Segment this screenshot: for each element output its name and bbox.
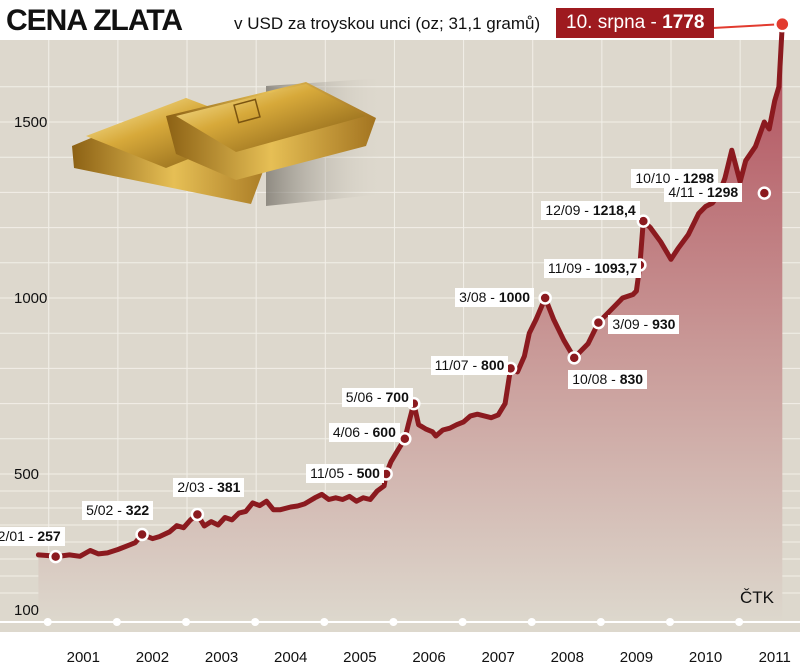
- source-credit: ČTK: [740, 588, 774, 607]
- annotation-marker: [774, 15, 791, 33]
- annotation-value: 1000: [498, 289, 531, 305]
- annotation-value: 257: [37, 527, 61, 544]
- annotation-date: 10/08 -: [572, 370, 620, 387]
- annotation-label: 3/09 - 930: [608, 314, 680, 334]
- x-tick-label: 2005: [343, 649, 376, 666]
- highlight-value: 1778: [662, 12, 705, 33]
- y-tick-label: 1000: [14, 290, 47, 307]
- annotation-label: 11/07 - 800: [430, 356, 509, 376]
- x-tick-label: 2009: [620, 649, 653, 666]
- annotation-date: 11/09 -: [547, 260, 595, 277]
- chart-subtitle: v USD za troyskou unci (oz; 31,1 gramů): [234, 14, 541, 33]
- x-axis-tick-dot: [389, 618, 398, 626]
- x-axis-tick-dot: [666, 618, 675, 626]
- highlight-badge: 10. srpna - 1778: [556, 8, 715, 38]
- chart-title: CENA ZLATA: [6, 4, 183, 37]
- annotation-value: 930: [652, 315, 676, 332]
- x-tick-label: 2011: [759, 649, 791, 666]
- annotation-value: 1298: [682, 170, 715, 187]
- annotation-label: 12/09 - 1218,4: [541, 201, 640, 221]
- annotation-value: 1093,7: [594, 260, 638, 277]
- x-axis-tick-dot: [320, 618, 329, 626]
- x-tick-label: 2007: [481, 649, 514, 666]
- annotation-date: 11/05 -: [310, 465, 357, 481]
- annotation-value: 500: [356, 465, 380, 481]
- annotation-date: 5/02 -: [86, 501, 126, 518]
- annotation-label: 4/11 - 1298: [664, 183, 743, 203]
- x-axis-tick-dot: [527, 618, 536, 626]
- x-axis-tick-dot: [43, 618, 52, 626]
- annotation-date: 3/09 -: [612, 315, 653, 332]
- x-tick-label: 2006: [412, 649, 445, 666]
- annotation-label: 2/01 - 257: [0, 526, 65, 546]
- annotation-value: 1298: [707, 184, 739, 201]
- annotation-label: 5/02 - 322: [82, 500, 154, 520]
- annotation-label: 3/08 - 1000: [455, 288, 535, 307]
- y-tick-label: 1500: [14, 114, 47, 131]
- x-axis-tick-dot: [735, 618, 744, 626]
- annotation-marker: [591, 315, 606, 330]
- annotation-label: 5/06 - 700: [341, 387, 413, 407]
- annotation-date: 4/06 -: [332, 423, 373, 440]
- annotation-marker: [757, 186, 772, 200]
- x-axis-tick-dot: [182, 618, 191, 626]
- x-axis-tick-dot: [458, 618, 467, 626]
- y-axis: 100 500 1000 1500: [14, 114, 47, 619]
- x-axis-tick-dot: [596, 618, 605, 626]
- annotation-date: 2/01 -: [0, 527, 38, 544]
- annotation-marker: [538, 291, 552, 305]
- annotation-date: 5/06 -: [345, 388, 386, 405]
- annotation-label: 11/05 - 500: [306, 464, 384, 483]
- annotation-date: 4/11 -: [668, 184, 707, 201]
- annotation-marker: [398, 432, 412, 446]
- annotation-marker: [135, 527, 149, 542]
- x-tick-label: 2004: [274, 649, 307, 666]
- annotation-date: 11/07 -: [434, 357, 482, 374]
- highlight-date: 10. srpna: [566, 12, 646, 33]
- x-axis-tick-dot: [251, 618, 260, 626]
- annotation-marker: [48, 549, 63, 564]
- x-tick-label: 2001: [67, 649, 100, 666]
- annotation-label: 2/03 - 381: [173, 478, 245, 498]
- annotation-marker: [567, 351, 581, 365]
- annotation-date: 3/08 -: [459, 289, 499, 305]
- annotation-value: 1218,4: [592, 202, 636, 219]
- annotation-value: 830: [619, 370, 644, 387]
- x-tick-label: 2010: [689, 649, 722, 666]
- annotation-label: 10/08 - 830: [568, 369, 648, 389]
- x-axis: 2001 2002 2003 2004 2005 2006 2007 2008 2009 2010…: [0, 618, 800, 666]
- annotation-value: 800: [481, 357, 505, 374]
- x-tick-label: 2008: [551, 649, 584, 666]
- annotation-date: 12/09 -: [545, 202, 593, 219]
- y-tick-label: 500: [14, 466, 39, 483]
- annotation-date: 2/03 -: [177, 479, 218, 496]
- y-tick-label: 100: [14, 602, 39, 619]
- x-tick-label: 2002: [136, 649, 169, 666]
- annotation-date: 10/10 -: [635, 170, 683, 187]
- annotation-marker: [636, 214, 651, 228]
- annotation-label: 11/09 - 1093,7: [543, 259, 642, 279]
- annotation-value: 381: [217, 479, 241, 496]
- price-area: [38, 24, 783, 623]
- annotation-value: 600: [372, 423, 396, 440]
- x-tick-label: 2003: [205, 649, 238, 666]
- annotation-value: 322: [125, 501, 150, 518]
- highlight-sep: -: [645, 12, 663, 33]
- x-axis-tick-dot: [112, 618, 121, 626]
- gold-bars-image: [72, 78, 384, 206]
- annotation-value: 700: [385, 388, 409, 405]
- annotation-label: 4/06 - 600: [328, 422, 400, 442]
- annotation-marker: [190, 507, 205, 522]
